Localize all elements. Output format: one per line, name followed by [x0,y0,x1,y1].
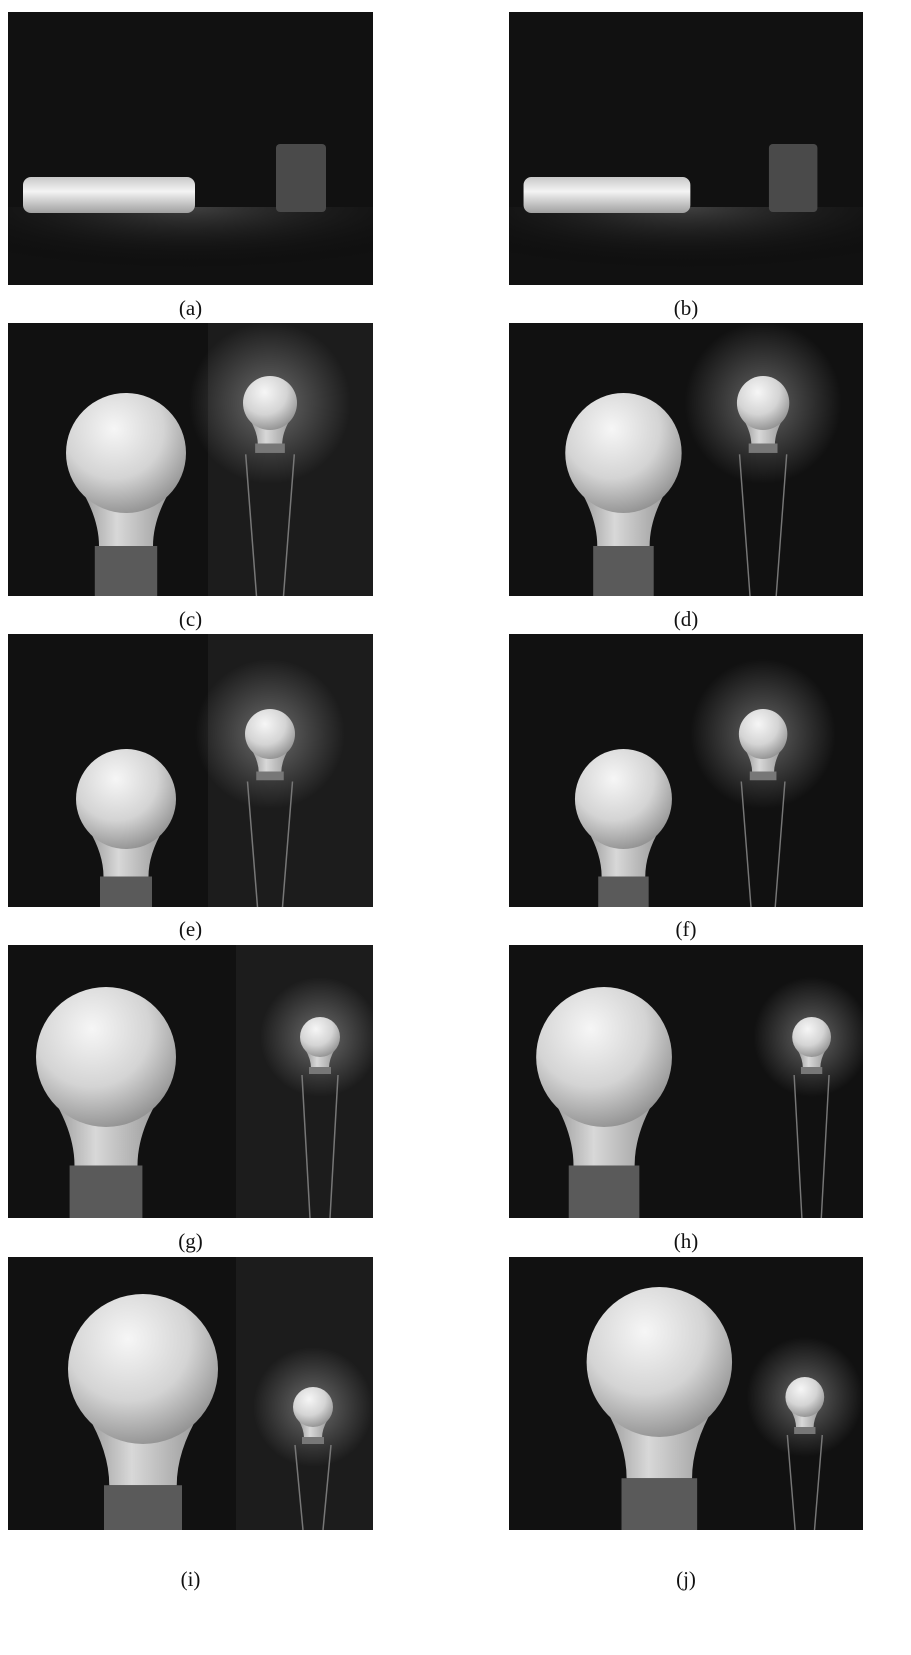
holder [794,1427,815,1434]
bulb-glass [76,749,176,849]
floor-light [8,207,373,285]
bulb-glass [293,1387,333,1427]
panel-caption: (g) [131,1229,251,1254]
panel-caption: (a) [131,296,251,321]
bulb-glass [785,1377,824,1417]
holder [309,1067,331,1074]
image-panel [509,12,863,285]
bulb-glass [68,1294,218,1444]
bulb-glass [66,393,186,513]
bulb-glass [587,1287,732,1437]
holder [256,772,284,781]
image-panel [509,945,863,1218]
floor-light [509,207,863,285]
panel-caption: (f) [626,917,746,942]
bulb-glass [565,393,681,513]
image-panel [8,945,373,1218]
panel-caption: (j) [626,1567,746,1592]
slab [23,177,195,213]
bulb-glass [36,987,176,1127]
figure: (a) (b) (c) (d) (e) (f) (g) (h) (i) (j) [0,0,911,1655]
image-panel [8,634,373,907]
bulb-base [593,546,654,596]
bulb-glass [536,987,672,1127]
image-panel [509,323,863,596]
panel-caption: (e) [131,917,251,942]
image-panel [8,1257,373,1530]
bulb-base [100,877,152,908]
cube [769,144,817,212]
bulb-base [598,877,648,908]
bulb-base [622,1478,698,1530]
bulb-glass [739,709,787,759]
image-panel [8,323,373,596]
panel-caption: (c) [131,607,251,632]
bulb-glass [300,1017,340,1057]
holder [750,772,777,781]
bulb-base [95,546,157,596]
bulb-glass [737,376,789,430]
panel-caption: (i) [131,1567,251,1592]
bulb-glass [575,749,672,849]
panel-caption: (b) [626,296,746,321]
holder [302,1437,324,1444]
bulb-glass [245,709,295,759]
bulb-base [104,1485,182,1530]
panel-caption: (h) [626,1229,746,1254]
image-panel [8,12,373,285]
cube [276,144,326,212]
bulb-glass [243,376,297,430]
holder [801,1067,822,1074]
slab [524,177,691,213]
bulb-base [70,1166,143,1219]
panel-caption: (d) [626,607,746,632]
image-panel [509,1257,863,1530]
bulb-glass [792,1017,831,1057]
holder [749,444,778,453]
bulb-base [569,1166,640,1219]
holder [255,444,285,453]
image-panel [509,634,863,907]
